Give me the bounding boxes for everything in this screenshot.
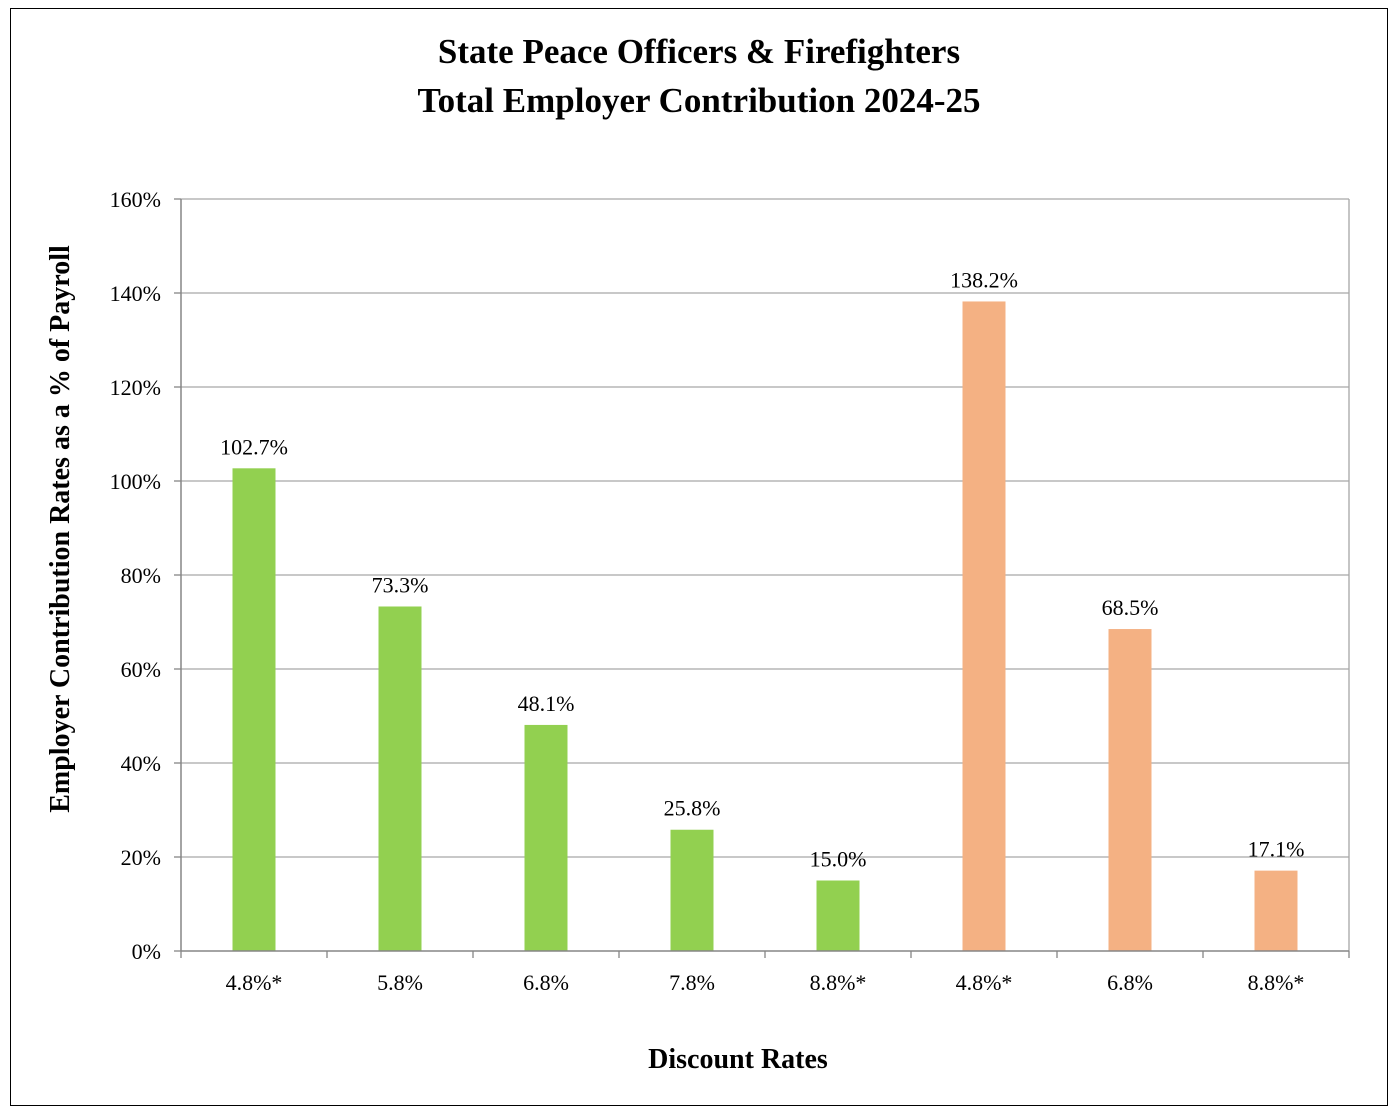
bar-value-label: 138.2%	[950, 267, 1018, 292]
bar-value-label: 17.1%	[1248, 837, 1305, 862]
chart-frame	[10, 8, 1388, 1106]
chart-title-line-2: Total Employer Contribution 2024-25	[418, 81, 981, 120]
x-tick-label: 4.8%*	[226, 970, 283, 995]
bar	[1108, 629, 1152, 951]
y-tick-label: 160%	[110, 187, 161, 212]
bar	[232, 468, 276, 951]
bar-value-label: 25.8%	[664, 796, 721, 821]
x-tick-label: 4.8%*	[956, 970, 1013, 995]
bar	[962, 301, 1006, 952]
y-tick-label: 60%	[121, 657, 161, 682]
y-axis-title: Employer Contribution Rates as a % of Pa…	[45, 245, 76, 813]
chart-title-line-1: State Peace Officers & Firefighters	[438, 32, 960, 71]
x-axis-title: Discount Rates	[648, 1044, 828, 1075]
y-tick-label: 140%	[110, 281, 161, 306]
labels: 0% 20% 40% 60% 80% 100% 120% 140% 160% 102.7% 4.8%…	[110, 187, 1305, 995]
x-tick-label: 7.8%	[669, 970, 715, 995]
x-tick-label: 8.8%*	[810, 970, 867, 995]
y-tick-label: 80%	[121, 563, 161, 588]
bar	[524, 724, 568, 951]
bar-value-label: 73.3%	[372, 572, 429, 597]
x-tick-label: 6.8%	[1107, 970, 1153, 995]
x-tick-label: 5.8%	[377, 970, 423, 995]
bar	[670, 829, 714, 951]
y-tick-label: 40%	[121, 751, 161, 776]
bar	[1254, 870, 1298, 951]
bar	[816, 880, 860, 951]
bar-value-label: 48.1%	[518, 691, 575, 716]
y-tick-label: 120%	[110, 375, 161, 400]
bar	[378, 606, 422, 951]
y-tick-label: 100%	[110, 469, 161, 494]
bar-value-label: 15.0%	[810, 847, 867, 872]
x-tick-label: 8.8%*	[1248, 970, 1305, 995]
bar-value-label: 102.7%	[220, 434, 288, 459]
x-tick-label: 6.8%	[523, 970, 569, 995]
y-tick-label: 20%	[121, 845, 161, 870]
bars	[232, 301, 1298, 952]
axes	[174, 198, 1350, 958]
y-tick-label: 0%	[132, 939, 161, 964]
gridlines	[181, 198, 1350, 951]
bar-value-label: 68.5%	[1102, 595, 1159, 620]
